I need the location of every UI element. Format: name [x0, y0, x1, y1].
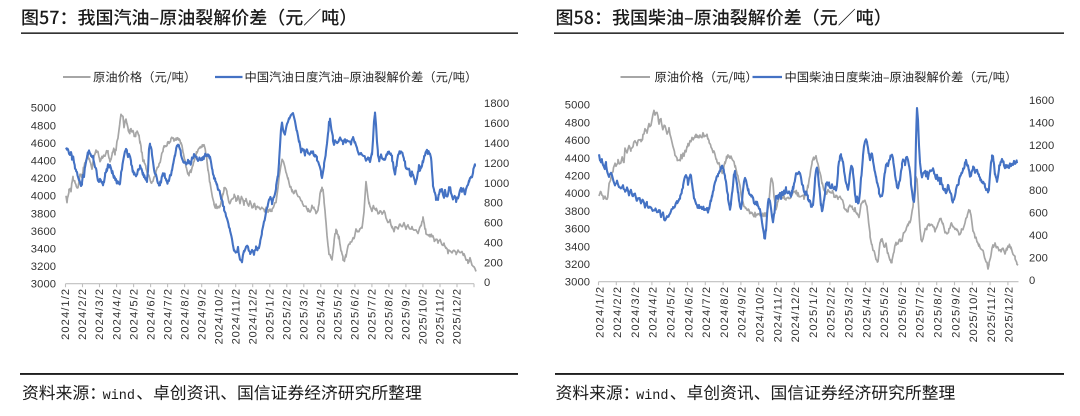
svg-text:2024/11/2: 2024/11/2 — [230, 289, 242, 345]
svg-text:4000: 4000 — [565, 188, 590, 200]
svg-text:1400: 1400 — [484, 138, 509, 150]
svg-text:2025/9/2: 2025/9/2 — [401, 289, 413, 340]
svg-text:400: 400 — [484, 237, 503, 249]
svg-text:2025/6/2: 2025/6/2 — [897, 287, 909, 338]
svg-text:3400: 3400 — [565, 241, 590, 253]
svg-text:2024/9/2: 2024/9/2 — [196, 289, 208, 340]
svg-text:2025/5/2: 2025/5/2 — [333, 289, 345, 340]
svg-text:1200: 1200 — [484, 158, 509, 170]
svg-text:wind: wind — [103, 389, 135, 404]
svg-text:800: 800 — [1029, 185, 1048, 197]
svg-text:4000: 4000 — [31, 191, 56, 203]
svg-text:3200: 3200 — [31, 261, 56, 273]
svg-text:2024/10/2: 2024/10/2 — [755, 287, 767, 343]
svg-text:2025/11/2: 2025/11/2 — [986, 287, 998, 343]
svg-text:2025/11/2: 2025/11/2 — [435, 289, 447, 345]
svg-text:2025/4/2: 2025/4/2 — [861, 287, 873, 338]
svg-text:3200: 3200 — [565, 259, 590, 271]
svg-text:2025/7/2: 2025/7/2 — [367, 289, 379, 340]
svg-text:5000: 5000 — [31, 103, 56, 115]
svg-text:0: 0 — [1029, 275, 1035, 287]
svg-text:1600: 1600 — [484, 118, 509, 130]
svg-text:2025/2/2: 2025/2/2 — [826, 287, 838, 338]
svg-text:3400: 3400 — [31, 244, 56, 256]
svg-text:2024/2/2: 2024/2/2 — [612, 287, 624, 338]
svg-text:0: 0 — [484, 277, 490, 289]
svg-text:2025/2/2: 2025/2/2 — [282, 289, 294, 340]
svg-text:2025/8/2: 2025/8/2 — [384, 289, 396, 340]
svg-text:2024/2/2: 2024/2/2 — [77, 289, 89, 340]
svg-text:1000: 1000 — [484, 178, 509, 190]
svg-text:4600: 4600 — [31, 138, 56, 150]
svg-text:3600: 3600 — [31, 226, 56, 238]
svg-text:4800: 4800 — [31, 120, 56, 132]
svg-text:2024/7/2: 2024/7/2 — [701, 287, 713, 338]
svg-text:200: 200 — [484, 257, 503, 269]
svg-text:4600: 4600 — [565, 135, 590, 147]
svg-text:2024/10/2: 2024/10/2 — [213, 289, 225, 345]
svg-text:2025/8/2: 2025/8/2 — [933, 287, 945, 338]
svg-text:1800: 1800 — [484, 98, 509, 110]
svg-text:2025/4/2: 2025/4/2 — [316, 289, 328, 340]
svg-text:2024/8/2: 2024/8/2 — [719, 287, 731, 338]
svg-text:600: 600 — [484, 218, 503, 230]
svg-text:2024/12/2: 2024/12/2 — [247, 289, 259, 345]
svg-text:2024/6/2: 2024/6/2 — [145, 289, 157, 340]
svg-text:2025/10/2: 2025/10/2 — [968, 287, 980, 343]
svg-text:2025/3/2: 2025/3/2 — [844, 287, 856, 338]
svg-text:4200: 4200 — [565, 171, 590, 183]
svg-text:2024/12/2: 2024/12/2 — [790, 287, 802, 343]
svg-text:2025/1/2: 2025/1/2 — [264, 289, 276, 340]
svg-text:2024/1/2: 2024/1/2 — [594, 287, 606, 338]
svg-text:2025/7/2: 2025/7/2 — [915, 287, 927, 338]
svg-text:200: 200 — [1029, 253, 1048, 265]
svg-text:2024/9/2: 2024/9/2 — [737, 287, 749, 338]
svg-text:1400: 1400 — [1029, 118, 1054, 130]
svg-text:1200: 1200 — [1029, 140, 1054, 152]
svg-text:3000: 3000 — [565, 277, 590, 289]
svg-text:2024/7/2: 2024/7/2 — [162, 289, 174, 340]
svg-text:4800: 4800 — [565, 117, 590, 129]
svg-text:2024/11/2: 2024/11/2 — [772, 287, 784, 343]
svg-text:2024/5/2: 2024/5/2 — [128, 289, 140, 340]
svg-text:800: 800 — [484, 198, 503, 210]
svg-text:2025/6/2: 2025/6/2 — [350, 289, 362, 340]
svg-text:3800: 3800 — [31, 208, 56, 220]
svg-text:3000: 3000 — [31, 279, 56, 291]
svg-text:2025/12/2: 2025/12/2 — [1004, 287, 1016, 343]
svg-text:2025/5/2: 2025/5/2 — [879, 287, 891, 338]
svg-text:2024/4/2: 2024/4/2 — [648, 287, 660, 338]
svg-text:2024/3/2: 2024/3/2 — [630, 287, 642, 338]
svg-text:2025/12/2: 2025/12/2 — [452, 289, 464, 345]
svg-text:400: 400 — [1029, 230, 1048, 242]
svg-text:wind: wind — [636, 389, 668, 404]
svg-text:4400: 4400 — [565, 153, 590, 165]
svg-text:2025/1/2: 2025/1/2 — [808, 287, 820, 338]
svg-text:1000: 1000 — [1029, 163, 1054, 175]
svg-text:2024/6/2: 2024/6/2 — [683, 287, 695, 338]
svg-text:2024/8/2: 2024/8/2 — [179, 289, 191, 340]
svg-text:2024/1/2: 2024/1/2 — [60, 289, 72, 340]
svg-text:3800: 3800 — [565, 206, 590, 218]
svg-text:1600: 1600 — [1029, 95, 1054, 107]
svg-text:3600: 3600 — [565, 224, 590, 236]
svg-text:2025/9/2: 2025/9/2 — [950, 287, 962, 338]
svg-text:2025/10/2: 2025/10/2 — [418, 289, 430, 345]
svg-text:2024/5/2: 2024/5/2 — [666, 287, 678, 338]
svg-text:5000: 5000 — [565, 100, 590, 112]
svg-text:4200: 4200 — [31, 173, 56, 185]
svg-text:2024/3/2: 2024/3/2 — [94, 289, 106, 340]
svg-text:2024/4/2: 2024/4/2 — [111, 289, 123, 340]
svg-text:4400: 4400 — [31, 156, 56, 168]
svg-text:600: 600 — [1029, 208, 1048, 220]
svg-text:2025/3/2: 2025/3/2 — [299, 289, 311, 340]
